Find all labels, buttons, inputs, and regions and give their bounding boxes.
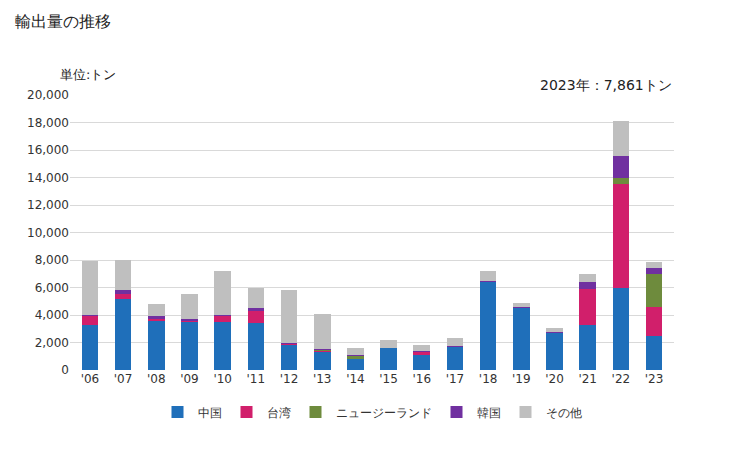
svg-text:'08: '08 — [147, 372, 166, 386]
svg-text:輸出量の推移: 輸出量の推移 — [15, 12, 111, 31]
svg-text:8,000: 8,000 — [35, 253, 69, 267]
svg-text:'14: '14 — [346, 372, 365, 386]
svg-text:中国: 中国 — [198, 406, 222, 420]
svg-text:台湾: 台湾 — [267, 406, 291, 420]
svg-text:'10: '10 — [213, 372, 232, 386]
svg-text:'16: '16 — [412, 372, 431, 386]
svg-text:ニュージーランド: ニュージーランド — [336, 406, 432, 420]
svg-text:単位:トン: 単位:トン — [60, 67, 116, 82]
svg-text:'22: '22 — [612, 372, 631, 386]
svg-text:14,000: 14,000 — [27, 171, 69, 185]
svg-text:4,000: 4,000 — [35, 308, 69, 322]
svg-text:2023年：7,861トン: 2023年：7,861トン — [540, 77, 672, 93]
svg-text:その他: その他 — [546, 406, 582, 420]
svg-text:12,000: 12,000 — [27, 198, 69, 212]
svg-text:'23: '23 — [645, 372, 664, 386]
svg-text:'07: '07 — [114, 372, 133, 386]
svg-text:2,000: 2,000 — [35, 336, 69, 350]
svg-text:'20: '20 — [545, 372, 564, 386]
svg-text:10,000: 10,000 — [27, 226, 69, 240]
svg-text:'12: '12 — [280, 372, 299, 386]
svg-text:'15: '15 — [379, 372, 398, 386]
svg-text:6,000: 6,000 — [35, 281, 69, 295]
svg-text:'21: '21 — [578, 372, 597, 386]
svg-text:'09: '09 — [180, 372, 199, 386]
svg-text:'13: '13 — [313, 372, 332, 386]
svg-text:韓国: 韓国 — [477, 406, 501, 420]
svg-text:'19: '19 — [512, 372, 531, 386]
svg-text:0: 0 — [61, 363, 69, 377]
svg-text:'06: '06 — [81, 372, 100, 386]
svg-text:'17: '17 — [446, 372, 465, 386]
svg-text:20,000: 20,000 — [27, 88, 69, 102]
svg-text:16,000: 16,000 — [27, 143, 69, 157]
svg-text:18,000: 18,000 — [27, 116, 69, 130]
svg-text:'18: '18 — [479, 372, 498, 386]
svg-text:'11: '11 — [247, 372, 266, 386]
